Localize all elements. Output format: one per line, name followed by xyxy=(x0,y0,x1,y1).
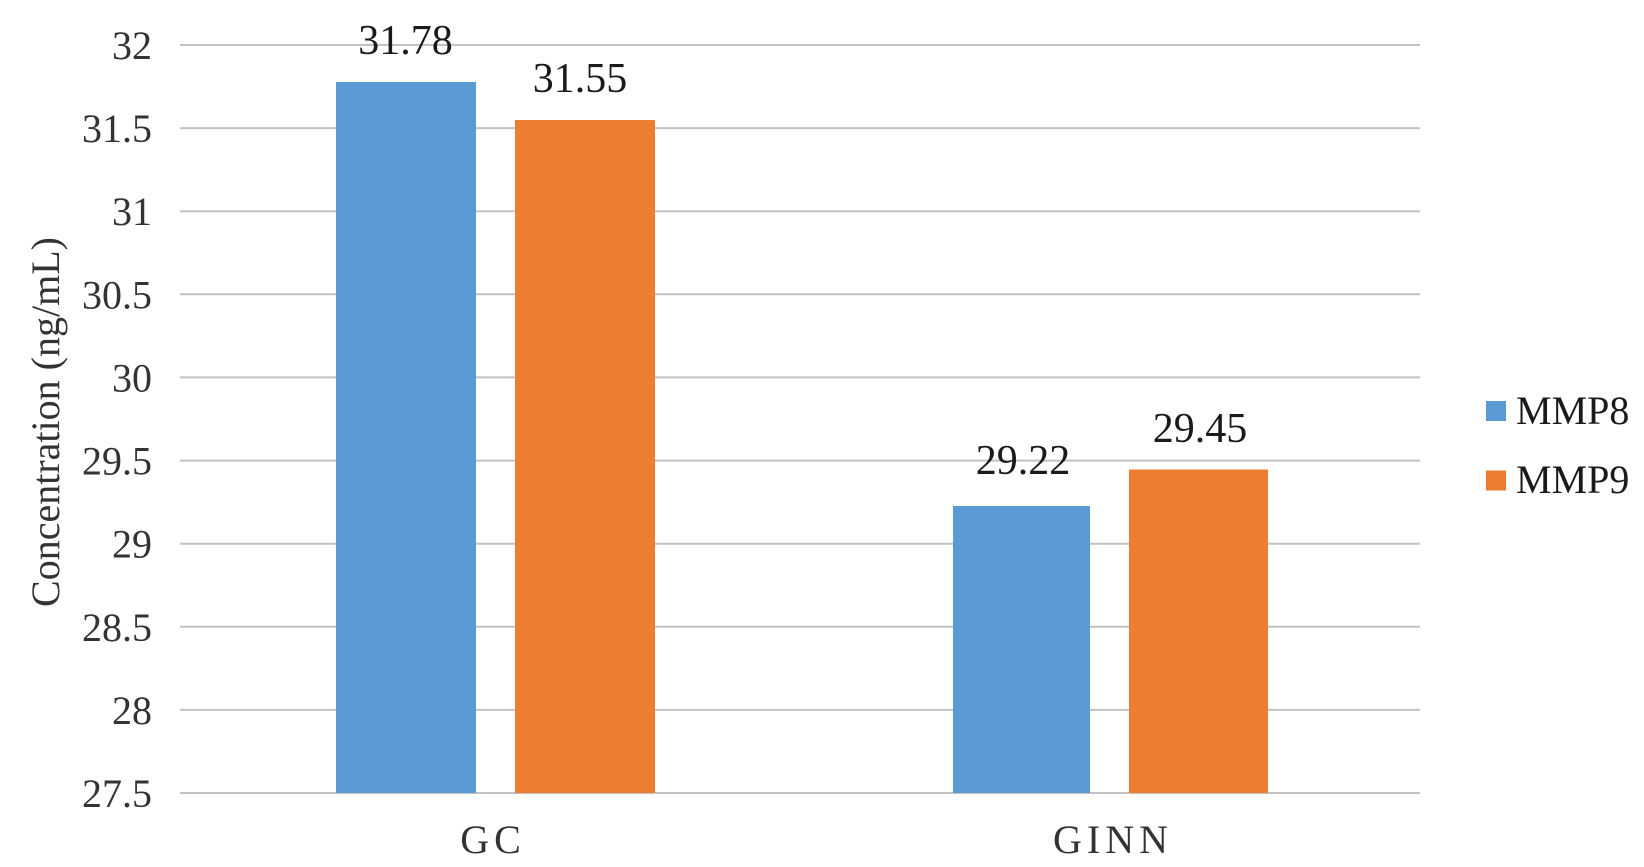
svg-text:GINN: GINN xyxy=(1053,817,1173,862)
svg-text:30: 30 xyxy=(112,355,152,400)
svg-text:27.5: 27.5 xyxy=(82,771,152,816)
svg-text:MMP9: MMP9 xyxy=(1516,457,1629,502)
svg-text:31.78: 31.78 xyxy=(358,18,453,64)
svg-text:28.5: 28.5 xyxy=(82,605,152,650)
svg-text:29: 29 xyxy=(112,522,152,567)
svg-text:31.5: 31.5 xyxy=(82,106,152,151)
svg-text:GC: GC xyxy=(460,817,526,862)
svg-text:Concentration (ng/mL): Concentration (ng/mL) xyxy=(23,237,68,607)
svg-text:29.5: 29.5 xyxy=(82,439,152,484)
svg-text:29.22: 29.22 xyxy=(976,438,1071,484)
svg-text:31.55: 31.55 xyxy=(533,56,628,102)
svg-text:30.5: 30.5 xyxy=(82,272,152,317)
svg-text:28: 28 xyxy=(112,688,152,733)
svg-text:32: 32 xyxy=(112,23,152,68)
svg-text:29.45: 29.45 xyxy=(1153,406,1248,452)
svg-text:MMP8: MMP8 xyxy=(1516,388,1629,433)
svg-text:31: 31 xyxy=(112,189,152,234)
